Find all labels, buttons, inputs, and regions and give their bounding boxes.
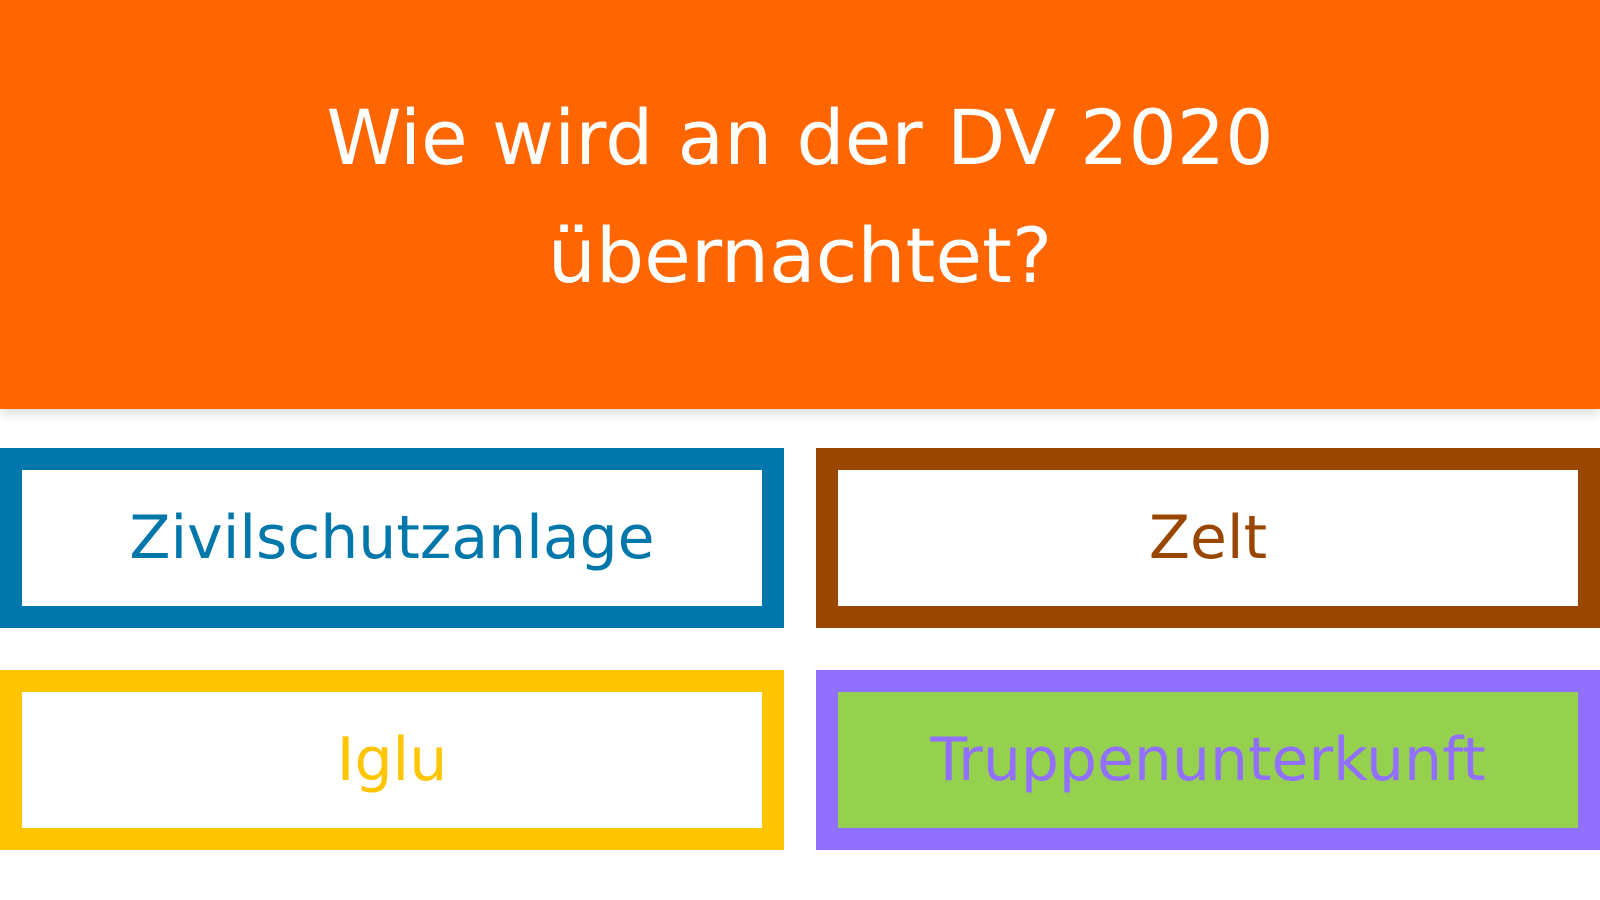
question-header: Wie wird an der DV 2020 übernachtet?	[0, 0, 1600, 409]
answer-label: Zivilschutzanlage	[129, 503, 655, 573]
answer-label: Iglu	[336, 725, 448, 795]
answer-button-zivilschutzanlage[interactable]: Zivilschutzanlage	[0, 448, 784, 628]
answer-label: Truppenunterkunft	[930, 725, 1486, 795]
answer-button-zelt[interactable]: Zelt	[816, 448, 1600, 628]
answer-button-truppenunterkunft[interactable]: Truppenunterkunft	[816, 670, 1600, 850]
answer-label: Zelt	[1148, 503, 1268, 573]
question-text: Wie wird an der DV 2020 übernachtet?	[326, 92, 1274, 300]
answer-button-iglu[interactable]: Iglu	[0, 670, 784, 850]
